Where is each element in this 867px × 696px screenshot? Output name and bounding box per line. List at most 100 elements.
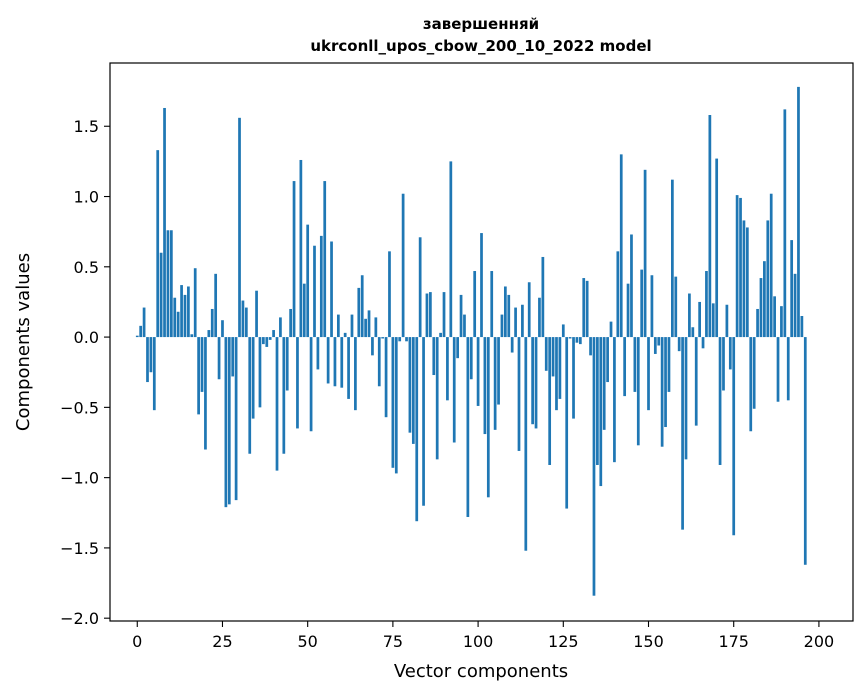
bar [490, 271, 494, 338]
bar [548, 337, 552, 465]
bar [609, 321, 613, 338]
bar [551, 337, 555, 377]
bar [640, 269, 644, 338]
bar [797, 86, 800, 338]
y-axis-ticks: −2.0 −1.5 −1.0 −0.5 0.0 0.5 1.0 1.5 [60, 117, 110, 628]
bar [152, 337, 156, 411]
bar [272, 330, 275, 338]
bar [466, 337, 470, 517]
bar [374, 317, 378, 338]
bar [210, 308, 214, 338]
x-tick-label: 0 [132, 632, 142, 651]
bar [698, 301, 701, 338]
bar [480, 233, 483, 338]
bar [483, 337, 487, 435]
y-tick-label: −2.0 [60, 609, 99, 628]
x-tick-label: 100 [463, 632, 494, 651]
bar [599, 337, 603, 487]
bar [592, 337, 596, 596]
bar [541, 256, 545, 338]
bar [425, 293, 429, 338]
bar [671, 179, 674, 338]
bar [793, 273, 797, 338]
bar [391, 337, 395, 468]
bar [207, 330, 211, 338]
bar [296, 337, 299, 429]
bar [803, 337, 807, 565]
chart-subtitle: ukrconll_upos_cbow_200_10_2022 model [310, 37, 651, 55]
bar [711, 303, 715, 338]
bar [452, 337, 456, 443]
bar [299, 159, 303, 338]
bar [623, 337, 627, 397]
bar [268, 337, 272, 340]
bar [507, 294, 511, 338]
bar [411, 337, 415, 444]
bar [408, 337, 412, 433]
bar [718, 337, 722, 465]
bar [510, 337, 514, 353]
bar [476, 337, 480, 406]
bar [776, 337, 780, 402]
bar [752, 337, 756, 409]
bar [316, 337, 320, 370]
bar-series [135, 86, 807, 596]
bar [306, 224, 310, 338]
bar [636, 337, 640, 446]
bar [619, 154, 623, 338]
y-tick-label: 0.5 [74, 258, 99, 277]
bar [786, 337, 790, 401]
bar [565, 337, 569, 509]
bar [360, 275, 364, 338]
x-tick-label: 175 [718, 632, 749, 651]
bar [319, 235, 323, 338]
bar [630, 234, 633, 338]
bar [135, 335, 139, 338]
chart-title: завершенняй [423, 15, 539, 33]
bar [486, 337, 490, 498]
bar [183, 294, 187, 338]
bar [790, 240, 794, 338]
bar [653, 337, 657, 354]
bar [800, 316, 804, 338]
bar [190, 334, 194, 338]
bar [340, 337, 344, 388]
bar [664, 337, 667, 428]
bar [265, 337, 269, 347]
y-axis-label: Components values [13, 253, 34, 431]
bar [732, 337, 736, 536]
bar [388, 251, 391, 338]
bar [469, 337, 473, 380]
bar [521, 304, 524, 338]
bar [347, 337, 350, 399]
bar [756, 308, 759, 338]
bar [313, 245, 316, 338]
bar [193, 268, 197, 338]
plot-frame [109, 62, 854, 622]
x-tick-label: 50 [297, 632, 317, 651]
bar [204, 337, 207, 450]
y-tick-label: −0.5 [60, 398, 99, 417]
bar [398, 337, 402, 342]
bar [558, 337, 562, 399]
bar [163, 107, 166, 338]
bar [197, 337, 200, 415]
bar [221, 320, 224, 338]
bar [568, 337, 572, 339]
bar [503, 286, 507, 338]
bar [715, 158, 719, 338]
bar [524, 337, 528, 551]
bar [585, 280, 589, 338]
bar [449, 161, 453, 338]
bar [493, 337, 497, 430]
bar [473, 271, 477, 338]
bar [180, 285, 183, 338]
bar [279, 317, 282, 338]
bar [735, 195, 739, 338]
bar [688, 293, 691, 338]
bar [500, 314, 504, 338]
bar [442, 292, 446, 338]
bar [357, 287, 361, 338]
bar [429, 292, 432, 338]
bar [643, 169, 647, 338]
